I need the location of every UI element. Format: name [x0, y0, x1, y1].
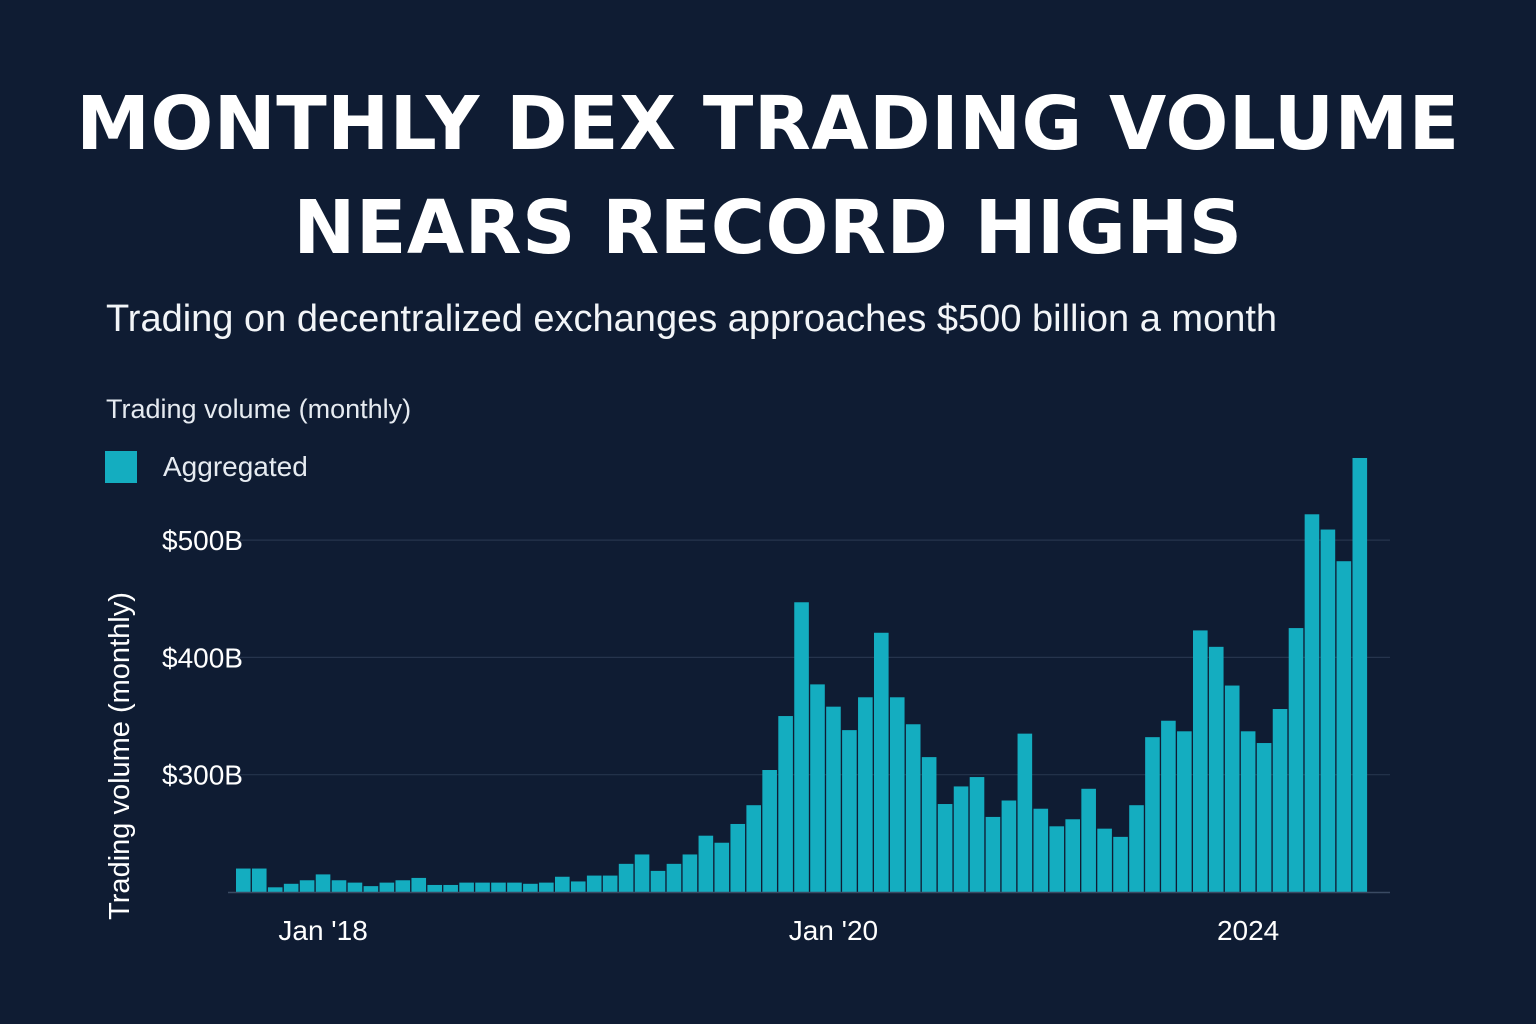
bar — [251, 868, 267, 892]
bar — [1113, 836, 1128, 892]
bar — [570, 881, 586, 892]
bar — [698, 835, 714, 892]
bar — [395, 880, 411, 892]
bar — [379, 882, 395, 892]
bar — [874, 632, 889, 892]
bar — [1288, 628, 1304, 892]
x-tick-label: 2024 — [1217, 915, 1279, 946]
bar — [1161, 720, 1176, 892]
bar — [1272, 709, 1288, 892]
x-tick-label: Jan '18 — [278, 915, 367, 946]
chart-title-line-2: NEARS RECORD HIGHS — [293, 185, 1243, 271]
chart-title: MONTHLY DEX TRADING VOLUME NEARS RECORD … — [0, 72, 1536, 280]
bar — [1352, 457, 1368, 892]
bar — [1240, 731, 1256, 892]
bar — [634, 854, 650, 892]
bar — [283, 883, 299, 892]
chart-title-line-1: MONTHLY DEX TRADING VOLUME — [76, 81, 1460, 167]
bar — [985, 816, 1001, 892]
bar — [602, 875, 618, 892]
chart-subtitle: Trading on decentralized exchanges appro… — [106, 298, 1278, 340]
bar — [1001, 800, 1017, 892]
x-tick-label: Jan '20 — [789, 915, 878, 946]
bar — [267, 887, 283, 892]
legend-label-aggregated: Aggregated — [163, 451, 308, 482]
bar — [1320, 529, 1336, 892]
bar — [1177, 731, 1192, 892]
bar — [650, 870, 666, 892]
bar — [889, 697, 905, 892]
y-tick-label: $500B — [162, 525, 243, 556]
bar — [1081, 788, 1096, 892]
bar — [1256, 743, 1272, 892]
bar — [1224, 685, 1240, 892]
bar — [921, 757, 937, 892]
bar — [236, 868, 251, 892]
bar — [491, 882, 506, 892]
bar — [1033, 808, 1049, 892]
x-tick-labels: Jan '18 Jan '20 2024 — [278, 915, 1279, 946]
bar — [937, 804, 953, 892]
bar — [730, 823, 746, 892]
bar — [618, 863, 634, 892]
bar — [682, 854, 698, 892]
bar — [953, 786, 969, 892]
bar — [1208, 646, 1224, 892]
bar — [1017, 733, 1033, 892]
bar — [826, 706, 841, 892]
bar — [905, 724, 921, 892]
bar — [969, 777, 985, 892]
bar — [714, 842, 730, 892]
bar — [443, 884, 458, 892]
y-tick-labels: $300B $400B $500B — [162, 525, 243, 791]
bar — [459, 882, 474, 892]
chart-label: Trading volume (monthly) — [106, 394, 412, 424]
y-axis-title: Trading volume (monthly) — [104, 592, 136, 920]
bar — [507, 882, 522, 892]
bar — [1304, 514, 1320, 892]
bar — [586, 875, 602, 892]
legend-swatch-aggregated — [105, 451, 137, 483]
bar — [1336, 561, 1352, 892]
bar — [363, 886, 379, 892]
bar — [347, 882, 363, 892]
bar — [1145, 737, 1160, 892]
bar — [299, 880, 315, 892]
bar — [794, 602, 809, 892]
legend: Aggregated — [105, 450, 308, 484]
bar — [762, 770, 777, 892]
bar — [1193, 630, 1208, 892]
bar — [555, 876, 570, 892]
bar — [427, 884, 442, 892]
bar — [475, 882, 490, 892]
bar — [746, 805, 761, 892]
y-tick-label: $400B — [162, 642, 243, 673]
bar — [810, 684, 825, 892]
bars — [236, 457, 1368, 892]
bar — [315, 874, 331, 892]
bar — [1129, 805, 1144, 892]
bar — [331, 880, 347, 892]
bar — [411, 877, 427, 892]
bar — [858, 697, 873, 892]
bar — [1097, 828, 1112, 892]
bar — [1049, 826, 1065, 892]
bar — [539, 882, 554, 892]
bar — [778, 716, 793, 892]
bar — [666, 863, 682, 892]
bar — [523, 883, 538, 892]
bar — [1065, 819, 1080, 892]
bar — [842, 730, 857, 892]
y-tick-label: $300B — [162, 760, 243, 791]
